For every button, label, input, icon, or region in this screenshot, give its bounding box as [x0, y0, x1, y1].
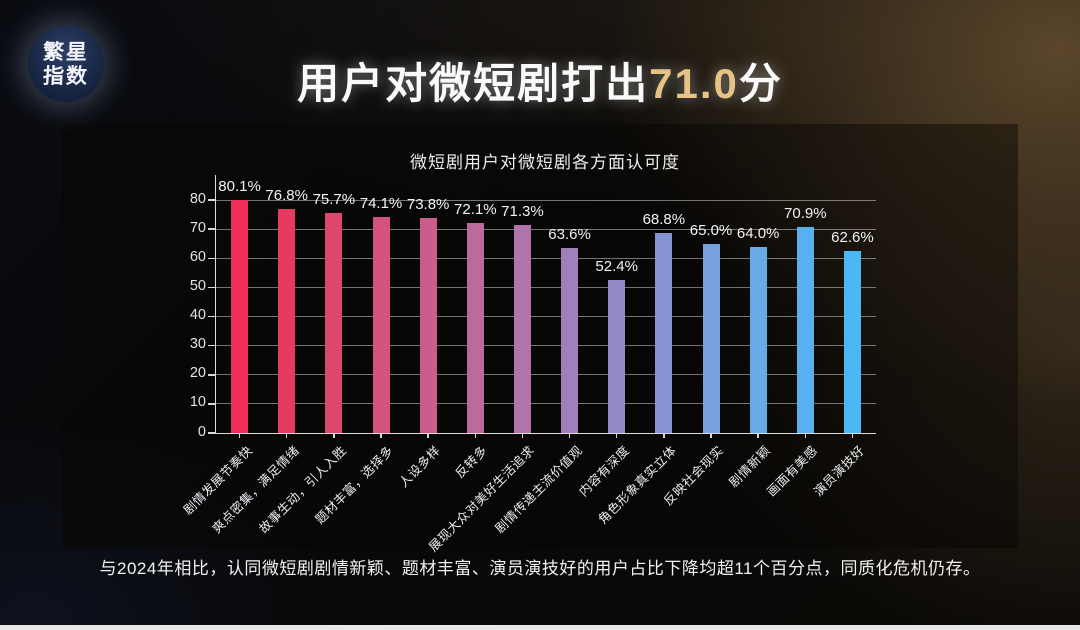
y-gridline	[216, 403, 876, 405]
x-tick-mark	[568, 433, 571, 438]
bar	[466, 223, 484, 433]
y-tick-label: 80	[189, 190, 206, 207]
y-gridline	[216, 316, 876, 317]
y-tick-label: 0	[197, 423, 206, 440]
title-prefix: 用户对微短剧打出	[297, 60, 650, 107]
y-tick-label: 50	[189, 277, 206, 294]
bar-value-label: 71.3%	[501, 203, 544, 221]
y-tick-mark	[208, 403, 216, 405]
y-tick-mark	[208, 286, 216, 289]
bar	[372, 217, 390, 433]
bar-value-label: 75.7%	[312, 190, 356, 208]
bar-value-label: 73.8%	[406, 196, 450, 214]
page-title: 用户对微短剧打出71.0分	[0, 50, 1080, 111]
y-tick-mark	[208, 257, 216, 259]
title-score: 71.0	[649, 60, 739, 107]
bar	[561, 247, 579, 433]
y-gridline	[216, 345, 876, 347]
x-tick-mark	[427, 433, 429, 438]
bar	[513, 225, 531, 433]
y-tick-mark	[208, 432, 216, 434]
title-suffix: 分	[738, 60, 783, 107]
y-tick-label: 10	[189, 394, 206, 411]
x-tick-mark	[663, 433, 665, 438]
y-tick-label: 70	[189, 219, 206, 236]
chart-title: 微短剧用户对微短剧各方面认可度	[410, 153, 680, 172]
bar-value-label: 74.1%	[359, 195, 403, 213]
bar	[231, 199, 249, 433]
x-tick-mark	[285, 433, 288, 438]
y-gridline	[216, 199, 876, 201]
y-tick-label: 60	[189, 248, 206, 265]
plot-area: 0 10 20 30 40 50 60 70 80 80.1% 剧情发展节奏快 76.8% 爽点密集，满…	[181, 175, 876, 554]
y-tick-mark	[208, 228, 216, 230]
bar-value-label: 64.0%	[736, 224, 780, 242]
y-tick-mark	[208, 344, 216, 347]
bar-value-label: 80.1%	[218, 177, 261, 195]
bar-value-label: 72.1%	[454, 201, 497, 219]
x-tick-mark	[851, 433, 854, 438]
bar	[419, 218, 437, 433]
bar	[608, 280, 626, 433]
bar-value-label: 68.8%	[642, 210, 686, 228]
x-tick-mark	[757, 433, 759, 438]
brand-logo: 繁星 指数	[28, 26, 104, 102]
x-tick-mark	[521, 433, 524, 438]
x-tick-mark	[380, 433, 382, 438]
x-tick-mark	[615, 433, 618, 438]
y-tick-label: 30	[189, 336, 206, 353]
y-gridline	[216, 286, 876, 288]
bar-value-label: 62.6%	[831, 228, 874, 246]
bar	[655, 232, 673, 433]
bar	[843, 250, 861, 433]
y-gridline	[216, 257, 876, 259]
bar-value-label: 52.4%	[595, 258, 638, 276]
bar-value-label: 63.6%	[548, 225, 591, 243]
y-tick-mark	[208, 199, 216, 201]
y-tick-mark	[208, 315, 216, 318]
y-tick-label: 40	[189, 307, 206, 323]
bar	[749, 246, 767, 433]
x-tick-mark	[333, 433, 335, 438]
y-tick-mark	[208, 374, 216, 376]
y-gridline	[216, 374, 876, 376]
y-gridline	[216, 228, 876, 230]
bottom-border	[0, 625, 1080, 630]
footnote: 与2024年相比，认同微短剧剧情新颖、题材丰富、演员演技好的用户占比下降均超11…	[99, 559, 981, 578]
x-tick-mark	[474, 433, 477, 438]
bar-value-label: 70.9%	[784, 204, 827, 222]
bar-value-label: 76.8%	[265, 187, 308, 205]
bar-value-label: 65.0%	[689, 221, 733, 239]
x-tick-mark	[710, 433, 712, 438]
x-tick-mark	[238, 433, 241, 438]
bar	[325, 212, 343, 433]
x-tick-mark	[804, 433, 807, 438]
bar	[278, 209, 296, 433]
y-tick-label: 20	[189, 365, 206, 382]
bar	[796, 226, 814, 433]
bar	[702, 243, 720, 433]
